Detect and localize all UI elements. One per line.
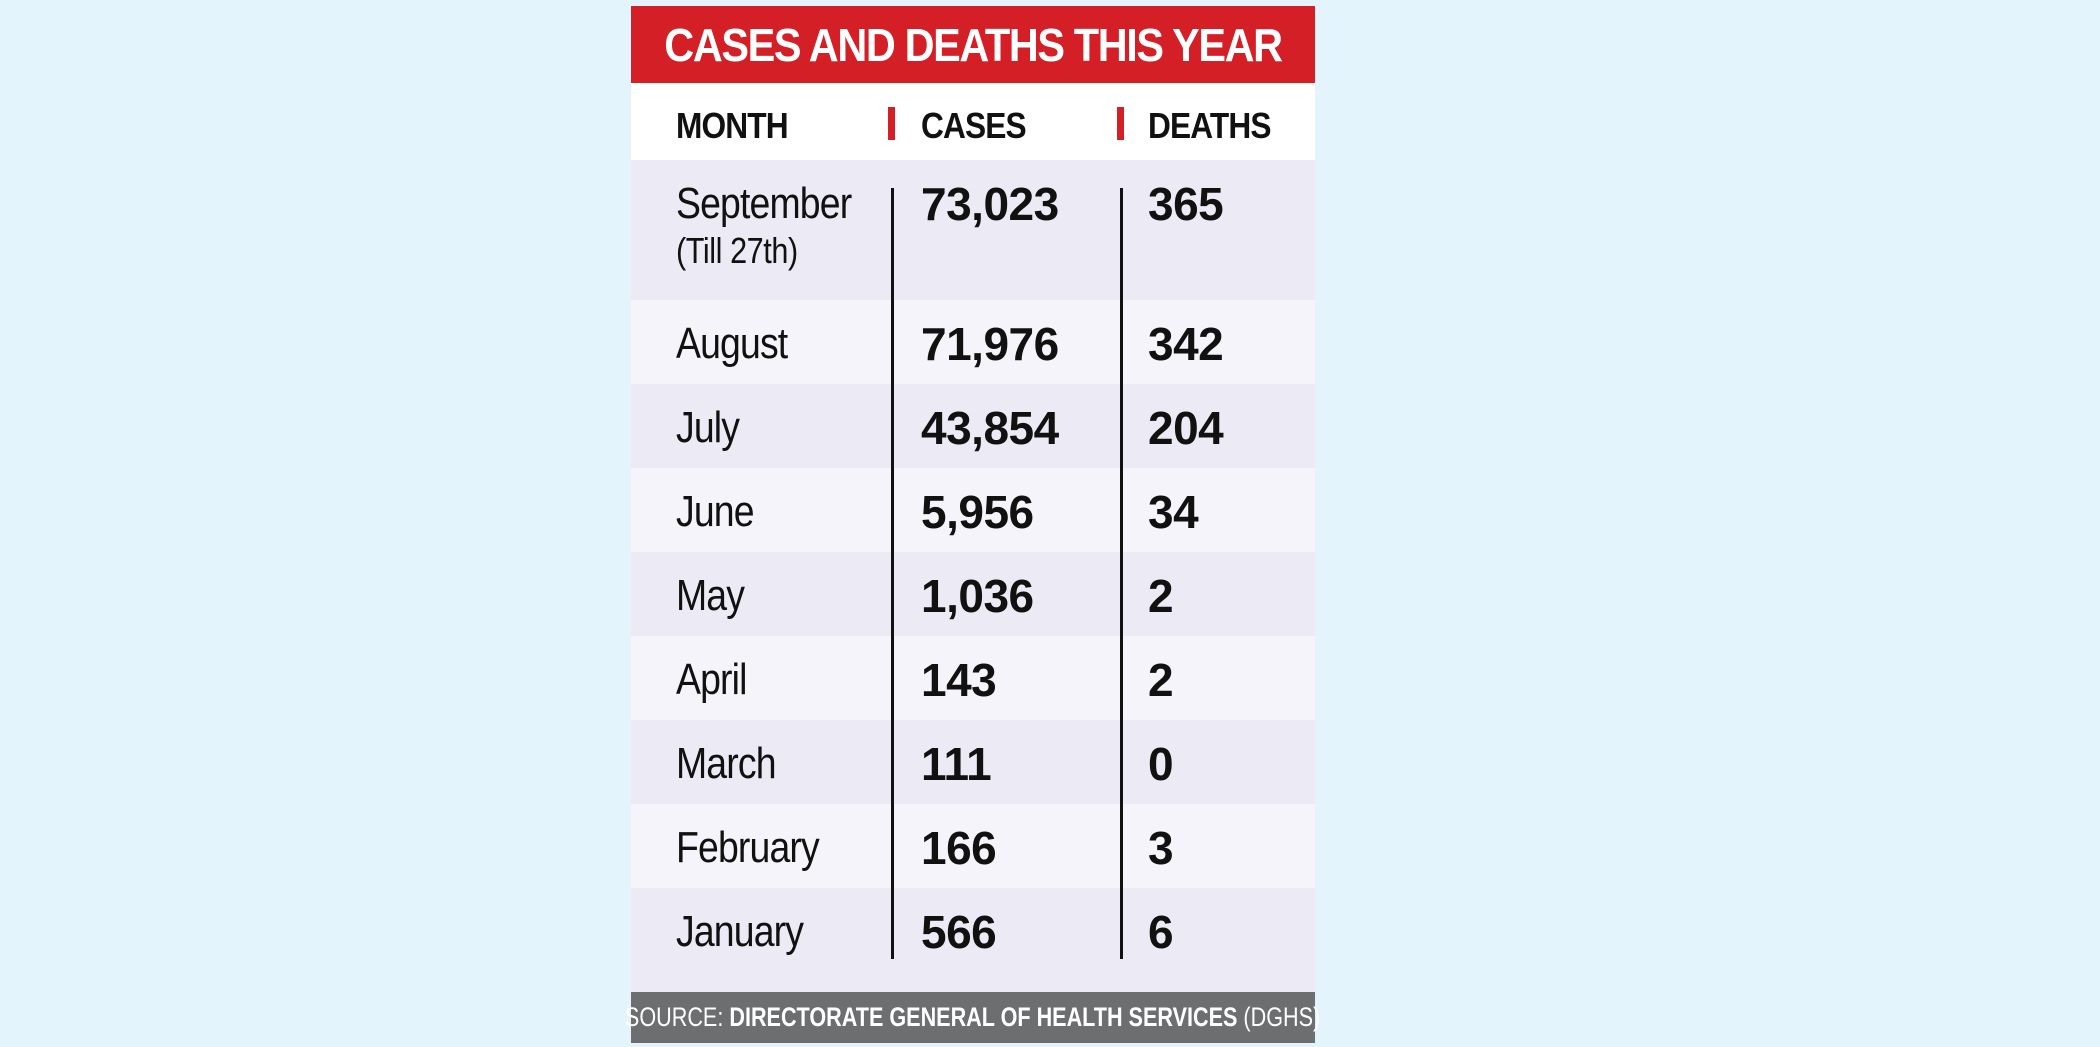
cell-cases: 5,956 — [921, 486, 1034, 538]
chart-title: CASES AND DEATHS THIS YEAR — [664, 18, 1283, 71]
cell-cases: 1,036 — [921, 570, 1034, 622]
cell-cases: 143 — [921, 654, 997, 706]
column-divider-deaths — [1120, 188, 1123, 959]
cell-month: May — [676, 571, 745, 620]
column-marker-deaths — [1117, 107, 1124, 140]
source-name: DIRECTORATE GENERAL OF HEALTH SERVICES — [729, 1002, 1238, 1032]
cell-deaths: 2 — [1148, 654, 1174, 706]
cell-deaths: 365 — [1148, 178, 1224, 230]
table-body: September (Till 27th) 73,023 365 August 71,97… — [631, 160, 1315, 972]
table-row: May 1,036 2 — [631, 552, 1315, 636]
cell-deaths: 6 — [1148, 906, 1174, 958]
source-suffix: (DGHS) — [1243, 1002, 1321, 1032]
cell-month: January — [676, 907, 804, 956]
cell-deaths: 2 — [1148, 570, 1174, 622]
table-row: February 166 3 — [631, 804, 1315, 888]
table-row: April 143 2 — [631, 636, 1315, 720]
cell-month: September — [676, 179, 852, 228]
cell-cases: 166 — [921, 822, 997, 874]
cell-cases: 566 — [921, 906, 997, 958]
cell-deaths: 34 — [1148, 486, 1199, 538]
cell-cases: 43,854 — [921, 402, 1059, 454]
cell-deaths: 342 — [1148, 318, 1224, 370]
cell-month: February — [676, 823, 820, 872]
table-row: March 111 0 — [631, 720, 1315, 804]
column-marker-cases — [888, 107, 895, 140]
table-row: January 566 6 — [631, 888, 1315, 972]
source-prefix: SOURCE: — [625, 1002, 724, 1032]
cell-deaths: 0 — [1148, 738, 1174, 790]
cell-month: April — [676, 655, 747, 704]
cell-month: June — [676, 487, 755, 536]
cell-month: July — [676, 403, 740, 452]
cell-cases: 71,976 — [921, 318, 1059, 370]
cell-month: August — [676, 319, 788, 368]
title-bar: CASES AND DEATHS THIS YEAR — [631, 6, 1315, 83]
cell-month: March — [676, 739, 777, 788]
column-divider-cases — [891, 188, 894, 959]
stats-card: CASES AND DEATHS THIS YEAR MONTH CASES D… — [625, 6, 1321, 1043]
column-header-cases: CASES — [921, 105, 1027, 146]
table-row: June 5,956 34 — [631, 468, 1315, 552]
column-header-month: MONTH — [676, 105, 789, 146]
column-header-row: MONTH CASES DEATHS — [631, 83, 1315, 160]
source-line: SOURCE: DIRECTORATE GENERAL OF HEALTH SE… — [625, 1002, 1320, 1033]
cell-month-note: (Till 27th) — [676, 230, 798, 271]
source-bar: SOURCE: DIRECTORATE GENERAL OF HEALTH SE… — [625, 992, 1321, 1043]
cell-cases: 73,023 — [921, 178, 1059, 230]
cell-deaths: 3 — [1148, 822, 1174, 874]
cell-deaths: 204 — [1148, 402, 1224, 454]
table-row: August 71,976 342 — [631, 300, 1315, 384]
cell-cases: 111 — [921, 738, 992, 790]
column-header-deaths: DEATHS — [1148, 105, 1272, 146]
table-row: September (Till 27th) 73,023 365 — [631, 160, 1315, 300]
table-row: July 43,854 204 — [631, 384, 1315, 468]
